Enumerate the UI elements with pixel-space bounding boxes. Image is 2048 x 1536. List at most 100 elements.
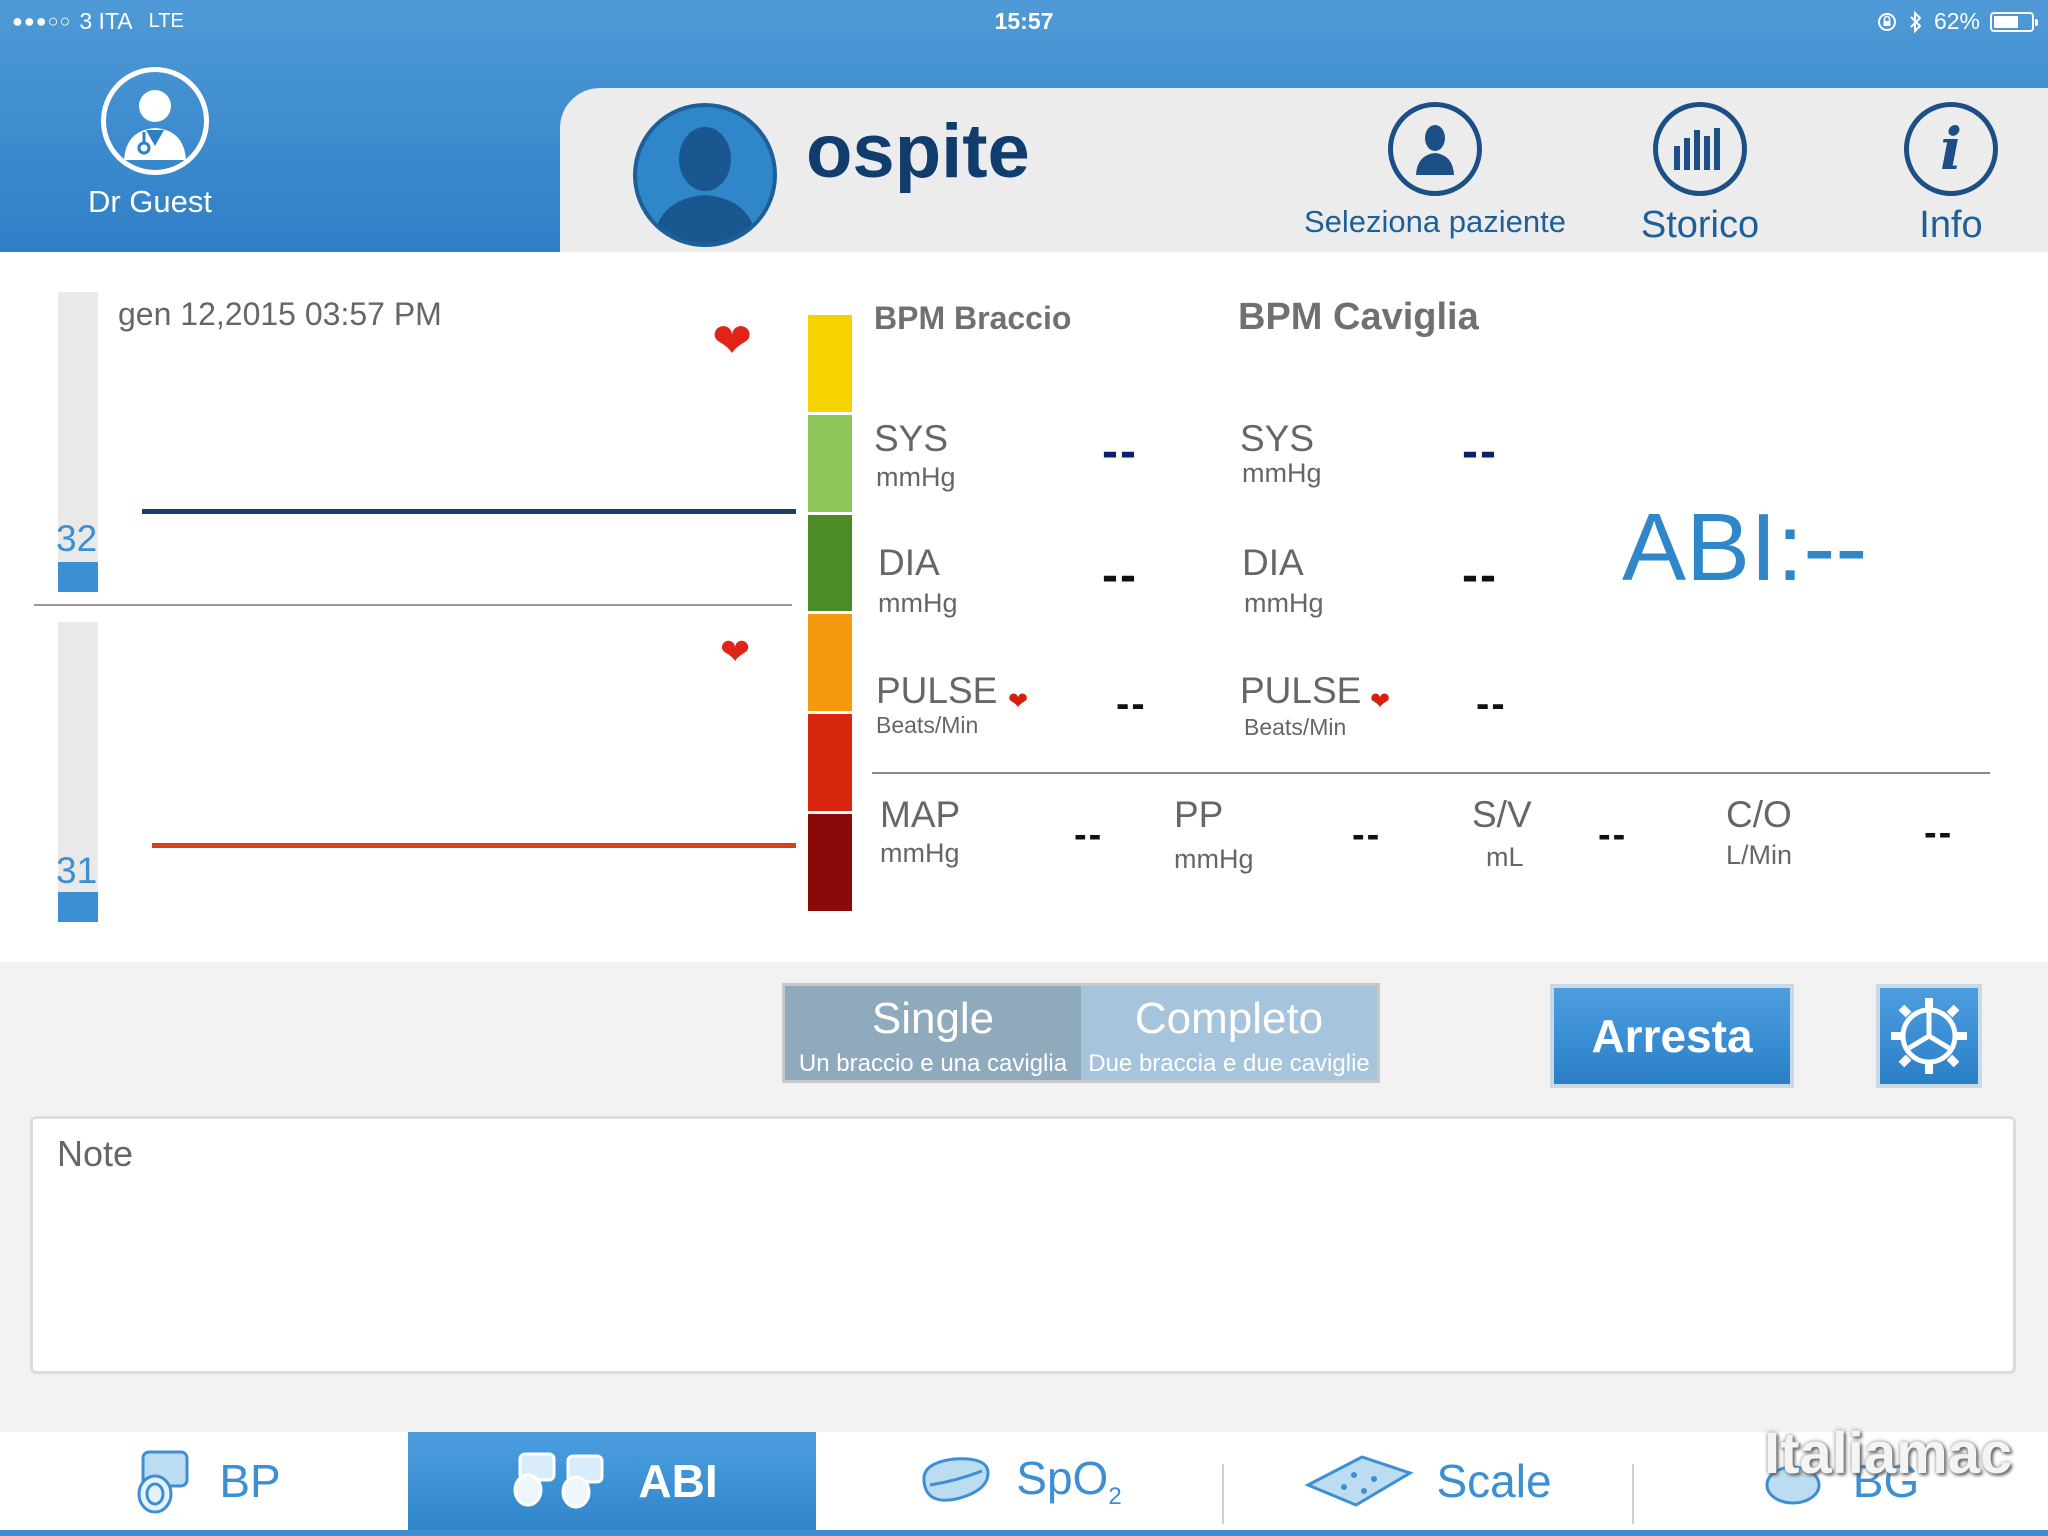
ankle-pulse-value: -- bbox=[1476, 682, 1507, 726]
app-header: ●●●○○ 3 ITA LTE 15:57 62% Dr Guest bbox=[0, 0, 2048, 252]
arm-pulse-value: -- bbox=[1116, 682, 1147, 726]
battery-percent: 62% bbox=[1933, 8, 1980, 34]
upper-scale-value: 32 bbox=[56, 518, 98, 559]
scale-segment-green bbox=[808, 514, 852, 615]
ankle-sys-label: SYS bbox=[1240, 418, 1315, 459]
abi-cuffs-icon bbox=[513, 1452, 604, 1509]
arm-dia-value: -- bbox=[1102, 549, 1138, 602]
mode-full-title: Completo bbox=[1134, 994, 1324, 1043]
lower-scale-marker bbox=[58, 892, 98, 922]
tab-bg[interactable]: BG bbox=[1632, 1432, 2048, 1530]
map-unit: mmHg bbox=[880, 838, 960, 868]
mode-single-option[interactable]: Single Un braccio e una caviglia bbox=[785, 986, 1081, 1080]
scale-segment-light-green bbox=[808, 414, 852, 515]
patient-name: ospite bbox=[806, 109, 1030, 194]
ankle-dia-value: -- bbox=[1462, 549, 1498, 602]
stop-button[interactable]: Arresta bbox=[1550, 984, 1794, 1088]
watermark: Italiamac bbox=[1764, 1421, 2013, 1486]
select-patient-button[interactable]: Seleziona paziente bbox=[1295, 102, 1575, 240]
info-label: Info bbox=[1919, 204, 1983, 246]
ankle-pulse-label: PULSE bbox=[1240, 670, 1362, 711]
scale-segment-yellow bbox=[808, 315, 852, 415]
tab-spo2-label: SpO2 bbox=[1016, 1451, 1122, 1511]
tab-scale[interactable]: Scale bbox=[1224, 1432, 1632, 1530]
lower-scale-value: 31 bbox=[56, 850, 98, 891]
arm-pulse-label: PULSE bbox=[876, 670, 998, 711]
lower-scale-bar bbox=[58, 622, 98, 894]
patient-silhouette-icon bbox=[1416, 125, 1454, 175]
arm-trend-line bbox=[142, 509, 796, 514]
mode-single-title: Single bbox=[871, 994, 995, 1043]
arm-sys-value: -- bbox=[1102, 425, 1138, 478]
info-button[interactable]: i Info bbox=[1876, 102, 2026, 247]
tab-spo2-subscript: 2 bbox=[1108, 1483, 1122, 1511]
ankle-trend-line bbox=[152, 843, 796, 848]
graph-divider bbox=[34, 604, 792, 606]
status-time: 15:57 bbox=[994, 8, 1054, 34]
doctor-profile[interactable]: Dr Guest bbox=[0, 42, 560, 252]
ankle-sys-unit: mmHg bbox=[1242, 458, 1322, 488]
pp-value: -- bbox=[1352, 814, 1382, 856]
extras-divider bbox=[872, 772, 1990, 774]
ankle-dia-unit: mmHg bbox=[1244, 588, 1324, 618]
bp-cuff-icon bbox=[137, 1450, 189, 1514]
status-bar: ●●●○○ 3 ITA LTE 15:57 62% bbox=[0, 0, 2048, 42]
tab-abi-label: ABI bbox=[638, 1455, 718, 1507]
scale-segment-orange bbox=[808, 614, 852, 715]
signal-strength-icon: ●●●○○ bbox=[12, 11, 72, 31]
settings-button[interactable] bbox=[1876, 984, 1982, 1088]
sv-value: -- bbox=[1598, 814, 1628, 856]
carrier-name: 3 ITA bbox=[79, 8, 133, 34]
pp-label: PP bbox=[1174, 794, 1224, 835]
rotation-lock-icon bbox=[1877, 12, 1896, 31]
tab-abi[interactable]: ABI bbox=[408, 1432, 816, 1530]
bluetooth-icon bbox=[1910, 10, 1922, 33]
gear-icon bbox=[1891, 998, 1967, 1074]
upper-scale-bar bbox=[58, 292, 98, 562]
tab-separator bbox=[1632, 1464, 1634, 1524]
arm-sys-unit: mmHg bbox=[876, 462, 956, 492]
select-patient-label: Seleziona paziente bbox=[1304, 204, 1566, 239]
mode-full-option[interactable]: Completo Due braccia e due caviglie bbox=[1081, 986, 1377, 1080]
tab-bg-label: BG bbox=[1852, 1455, 1920, 1507]
scale-segment-dark-red bbox=[808, 814, 852, 911]
arm-pulse-unit: Beats/Min bbox=[876, 712, 979, 738]
map-label: MAP bbox=[880, 794, 961, 835]
co-value: -- bbox=[1924, 812, 1954, 854]
ankle-dia-label: DIA bbox=[1242, 542, 1304, 583]
ankle-sys-value: -- bbox=[1462, 425, 1498, 478]
patient-panel: ospite Seleziona paziente Storico i bbox=[560, 88, 2048, 252]
sv-unit: mL bbox=[1486, 842, 1524, 872]
network-type: LTE bbox=[148, 10, 184, 32]
bar-chart-icon bbox=[1674, 128, 1720, 170]
mode-selector: Single Un braccio e una caviglia Complet… bbox=[782, 983, 1380, 1083]
tab-scale-label: Scale bbox=[1436, 1455, 1552, 1507]
pulse-heart-icon: ❤ bbox=[1008, 688, 1029, 715]
sv-label: S/V bbox=[1472, 794, 1532, 835]
pulse-heart-icon: ❤ bbox=[1370, 688, 1391, 715]
mode-single-subtitle: Un braccio e una caviglia bbox=[798, 1050, 1068, 1077]
measurement-date: gen 12,2015 03:57 PM bbox=[118, 296, 442, 332]
battery-icon bbox=[1990, 11, 2038, 32]
info-icon: i bbox=[1939, 115, 1963, 183]
oximeter-icon bbox=[922, 1457, 990, 1502]
arm-dia-label: DIA bbox=[878, 542, 940, 583]
notes-field[interactable] bbox=[30, 1116, 2016, 1374]
heart-icon: ❤ bbox=[712, 315, 753, 368]
history-button[interactable]: Storico bbox=[1620, 102, 1780, 247]
history-label: Storico bbox=[1640, 204, 1760, 246]
tab-bp-label: BP bbox=[219, 1455, 281, 1507]
arm-column-title: BPM Braccio bbox=[874, 300, 1072, 336]
pp-unit: mmHg bbox=[1174, 844, 1254, 874]
mode-full-subtitle: Due braccia e due caviglie bbox=[1088, 1050, 1370, 1077]
tab-bp[interactable]: BP bbox=[0, 1432, 408, 1530]
bp-classification-scale bbox=[808, 315, 852, 911]
doctor-name: Dr Guest bbox=[87, 184, 213, 219]
arm-sys-label: SYS bbox=[874, 418, 949, 459]
patient-avatar-icon bbox=[633, 103, 777, 247]
device-tab-bar: BP ABI SpO2 Scale BG bbox=[0, 1432, 2048, 1536]
co-label: C/O bbox=[1726, 794, 1792, 835]
tab-spo2[interactable]: SpO2 bbox=[816, 1432, 1224, 1530]
doctor-avatar-icon bbox=[101, 67, 209, 175]
scale-icon bbox=[1304, 1455, 1415, 1507]
